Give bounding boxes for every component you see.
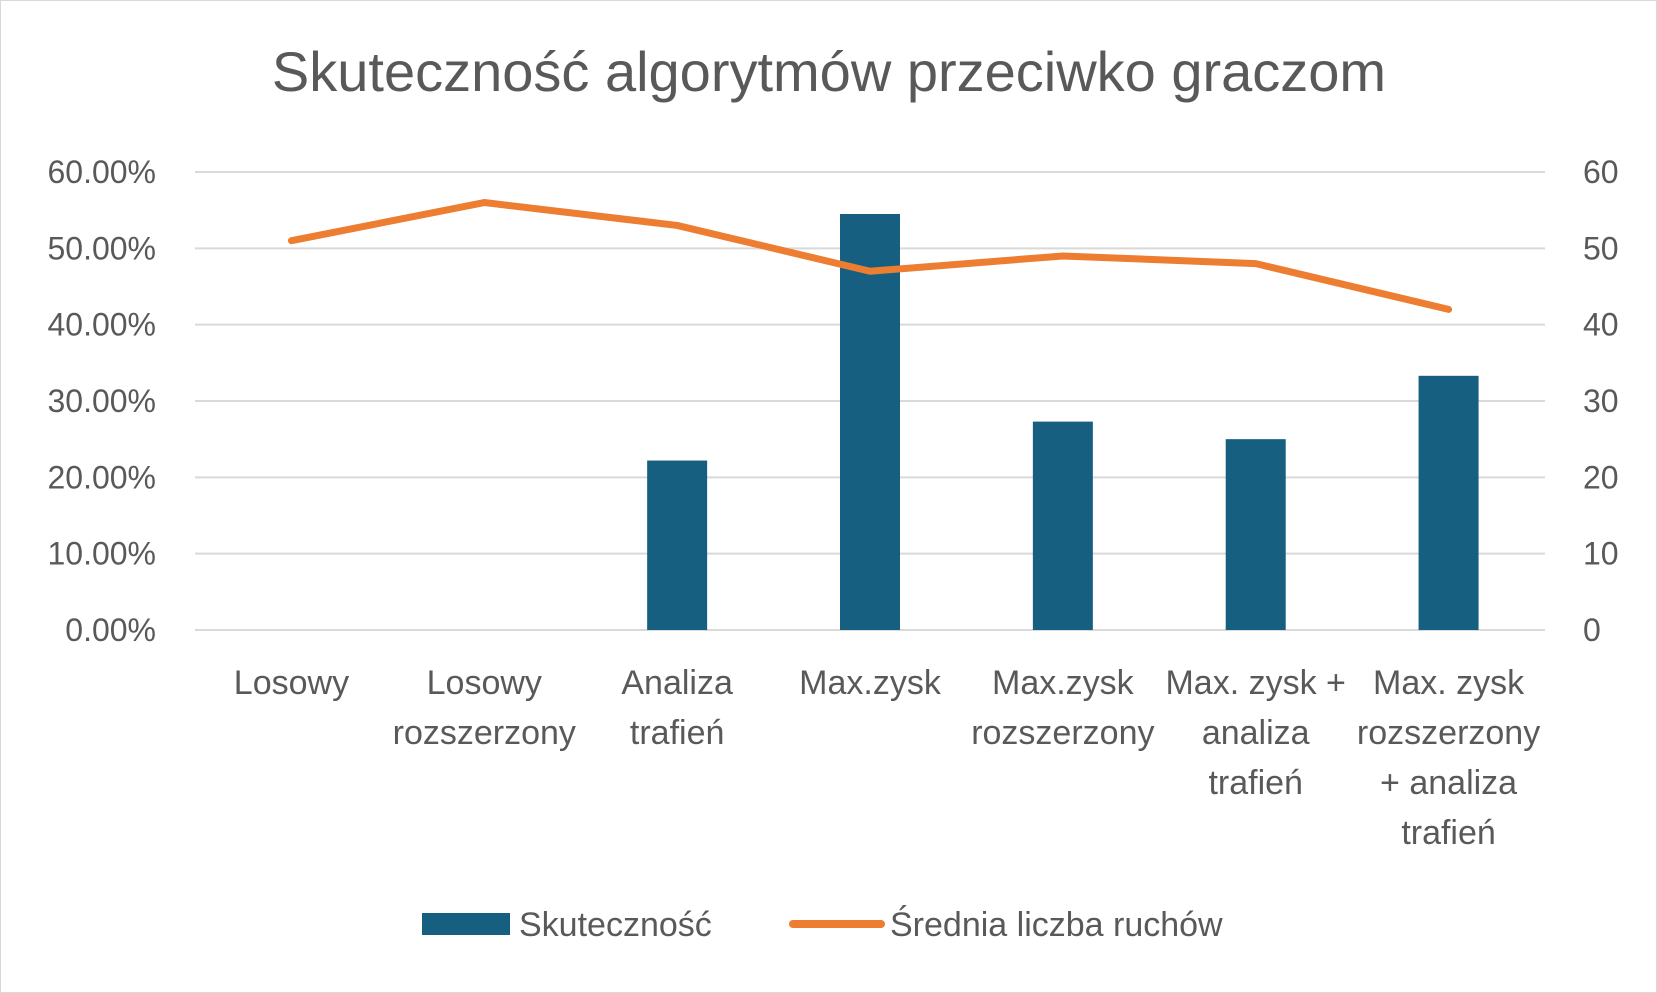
legend-label-skutecznosc: Skuteczność bbox=[519, 906, 712, 944]
bar-skutecznosc bbox=[1225, 439, 1286, 630]
right-tick-label: 50 bbox=[1583, 230, 1619, 266]
right-tick-label: 10 bbox=[1583, 536, 1619, 572]
left-tick-label: 0.00% bbox=[65, 612, 156, 648]
right-tick-label: 30 bbox=[1583, 383, 1619, 419]
line-layer bbox=[287, 199, 1453, 313]
left-tick-label: 10.00% bbox=[47, 536, 156, 572]
left-tick-label: 40.00% bbox=[47, 307, 156, 343]
category-label: Losowy bbox=[234, 664, 349, 702]
left-tick-label: 20.00% bbox=[47, 459, 156, 495]
right-axis-ticks: 0 10 20 30 40 50 60 bbox=[1583, 154, 1619, 648]
legend-label-srednia-liczba-ruchow: Średnia liczba ruchów bbox=[890, 905, 1223, 944]
category-label: Max. zysk + analiza trafień bbox=[1165, 664, 1345, 802]
left-tick-label: 60.00% bbox=[47, 154, 156, 190]
line-srednia-liczba-ruchow bbox=[287, 199, 1453, 313]
category-labels: Losowy Losowy rozszerzony Analiza trafień Max… bbox=[234, 664, 1540, 852]
category-label: Max.zysk bbox=[799, 664, 942, 702]
right-tick-label: 40 bbox=[1583, 307, 1619, 343]
bar-skutecznosc bbox=[1032, 421, 1093, 630]
category-label: Max. zysk rozszerzony + analiza trafień bbox=[1357, 664, 1540, 852]
left-tick-label: 30.00% bbox=[47, 383, 156, 419]
left-axis-ticks: 0.00% 10.00% 20.00% 30.00% 40.00% 50.00% 60.00… bbox=[47, 154, 156, 648]
left-tick-label: 50.00% bbox=[47, 230, 156, 266]
bars-layer bbox=[647, 213, 1479, 630]
legend: Skuteczność Średnia liczba ruchów bbox=[422, 905, 1223, 944]
right-tick-label: 20 bbox=[1583, 459, 1619, 495]
bar-skutecznosc bbox=[1418, 375, 1479, 630]
right-tick-label: 60 bbox=[1583, 154, 1619, 190]
category-label: Max.zysk rozszerzony bbox=[971, 664, 1154, 752]
bar-skutecznosc bbox=[840, 213, 900, 630]
bar-skutecznosc bbox=[647, 460, 708, 630]
category-label: Losowy rozszerzony bbox=[393, 664, 576, 752]
legend-swatch-skutecznosc bbox=[422, 913, 510, 935]
chart-title: Skuteczność algorytmów przeciwko graczom bbox=[272, 40, 1386, 103]
right-tick-label: 0 bbox=[1583, 612, 1601, 648]
category-label: Analiza trafień bbox=[621, 664, 733, 752]
